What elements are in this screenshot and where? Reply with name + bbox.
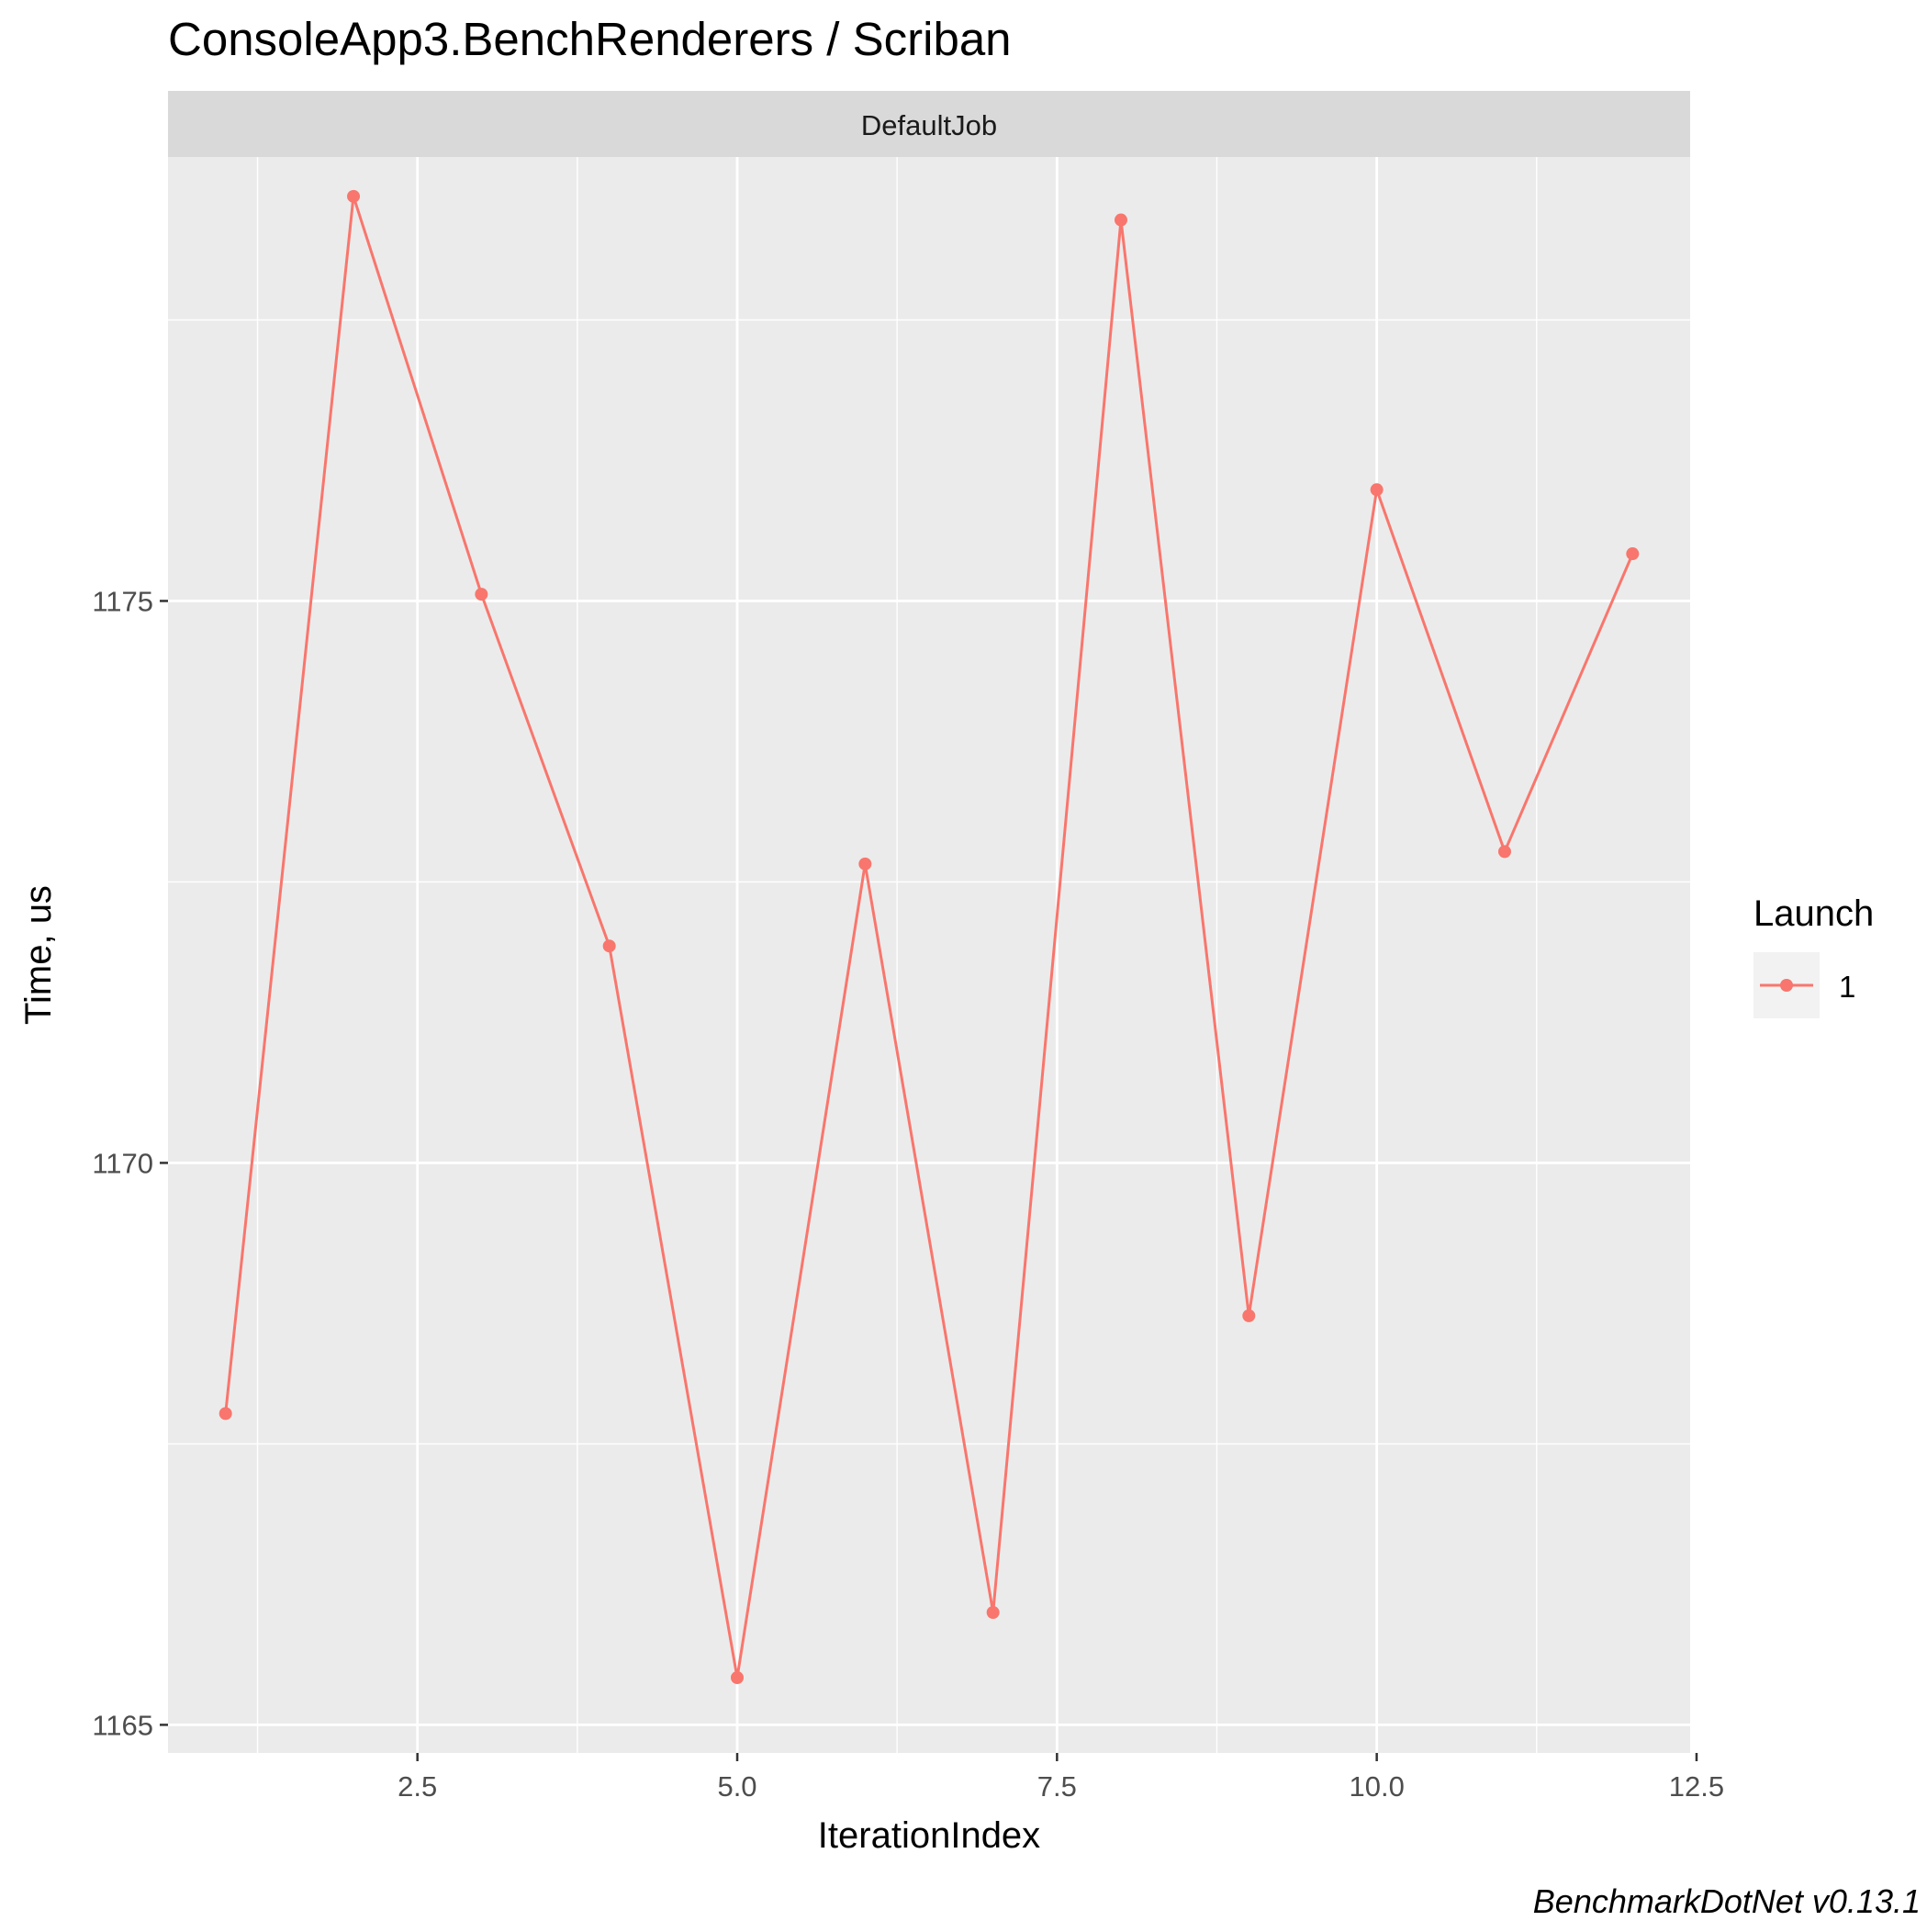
data-point: [602, 939, 616, 953]
data-point: [1626, 547, 1640, 561]
axis-tick-labels: 2.5 5.0 7.5 10.0 12.5 1165 1170 1175: [92, 585, 1724, 1803]
chart-title: ConsoleApp3.BenchRenderers / Scriban: [168, 13, 1012, 65]
data-point: [347, 189, 361, 203]
data-point: [1370, 483, 1384, 497]
x-tick-label: 5.0: [717, 1770, 756, 1803]
y-tick-label: 1170: [92, 1147, 153, 1179]
series-layer: [218, 189, 1640, 1684]
data-point: [986, 1606, 1000, 1620]
data-point: [1497, 845, 1511, 859]
facet-label: DefaultJob: [861, 109, 997, 141]
data-point: [218, 1407, 232, 1421]
x-axis-title: IterationIndex: [818, 1815, 1040, 1856]
plot-panel: [168, 157, 1690, 1753]
legend-entry-label: 1: [1839, 970, 1855, 1004]
y-tick-label: 1175: [92, 585, 153, 617]
grid-major: [168, 157, 1698, 1753]
x-tick-label: 12.5: [1669, 1770, 1724, 1803]
x-tick-label: 7.5: [1037, 1770, 1077, 1803]
x-tick-label: 2.5: [398, 1770, 437, 1803]
facet-strip: [168, 91, 1690, 157]
series-line: [224, 195, 1634, 1679]
data-point: [1114, 213, 1127, 227]
y-axis-title: Time, us: [18, 885, 59, 1025]
legend-title: Launch: [1753, 893, 1874, 934]
data-point: [858, 857, 872, 871]
caption: BenchmarkDotNet v0.13.1: [1533, 1882, 1921, 1920]
grid-minor: [168, 157, 1690, 1753]
data-point: [1242, 1309, 1256, 1322]
axis-ticks: [160, 600, 1698, 1761]
legend: Launch 1: [1753, 893, 1874, 1018]
y-tick-label: 1165: [92, 1709, 153, 1741]
data-point: [475, 588, 488, 601]
legend-key-point: [1780, 979, 1793, 992]
x-tick-label: 10.0: [1349, 1770, 1404, 1803]
data-point: [731, 1670, 745, 1684]
